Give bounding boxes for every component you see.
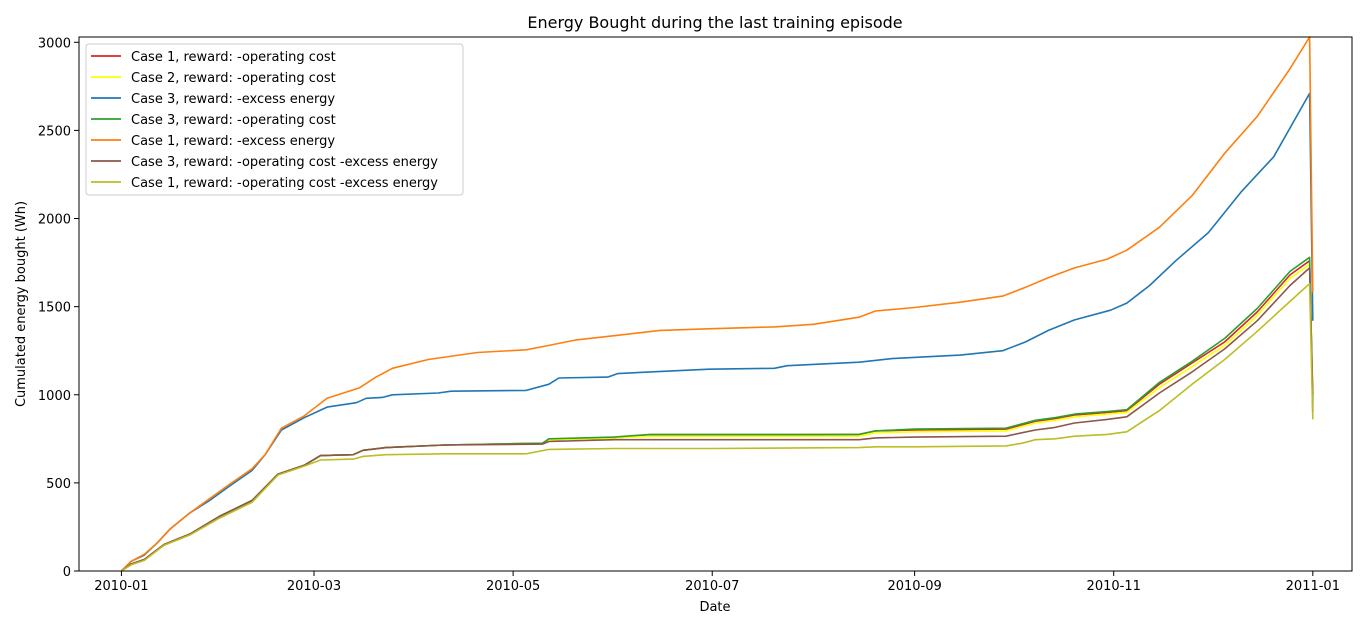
series-line-4 [120,256,1314,572]
x-axis-title: Date [699,600,730,615]
y-tick-label: 2500 [38,124,71,139]
x-tick-label: 2011-01 [1286,579,1340,594]
y-tick-label: 1000 [38,389,71,404]
y-tick-label: 2000 [38,213,71,228]
series-line-5 [120,36,1314,572]
y-tick-label: 500 [46,477,71,492]
x-tick-label: 2010-09 [887,579,941,594]
legend-label-2: Case 2, reward: -operating cost [131,71,336,86]
legend-label-6: Case 3, reward: -operating cost -excess … [131,155,438,170]
legend-label-3: Case 3, reward: -excess energy [131,92,335,107]
series-line-6 [120,267,1314,572]
legend-label-1: Case 1, reward: -operating cost [131,50,336,65]
y-tick-label: 3000 [38,36,71,51]
legend-label-7: Case 1, reward: -operating cost -excess … [131,176,438,191]
x-tick-label: 2010-05 [486,579,540,594]
y-tick-label: 1500 [38,301,71,316]
y-axis: 0 500 1000 1500 2000 2500 3000 [38,36,79,580]
x-tick-label: 2010-01 [94,579,148,594]
legend-box [85,43,464,196]
legend-label-4: Case 3, reward: -operating cost [131,113,336,128]
chart-title: Energy Bought during the last training e… [527,13,902,32]
x-tick-label: 2010-07 [685,579,739,594]
x-tick-label: 2010-11 [1087,579,1141,594]
plot-frame [78,36,1353,572]
legend-label-5: Case 1, reward: -excess energy [131,134,335,149]
y-axis-title: Cumulated energy bought (Wh) [14,201,29,407]
x-axis: 2010-01 2010-03 2010-05 2010-07 2010-09 2010-… [94,571,1340,594]
series-line-1 [120,260,1314,572]
series-line-3 [120,92,1314,572]
plot-area [120,36,1314,572]
series-line-7 [120,282,1314,572]
legend: Case 1, reward: -operating cost Case 2, r… [85,43,464,196]
y-tick-label: 0 [63,565,71,580]
x-tick-label: 2010-03 [287,579,341,594]
